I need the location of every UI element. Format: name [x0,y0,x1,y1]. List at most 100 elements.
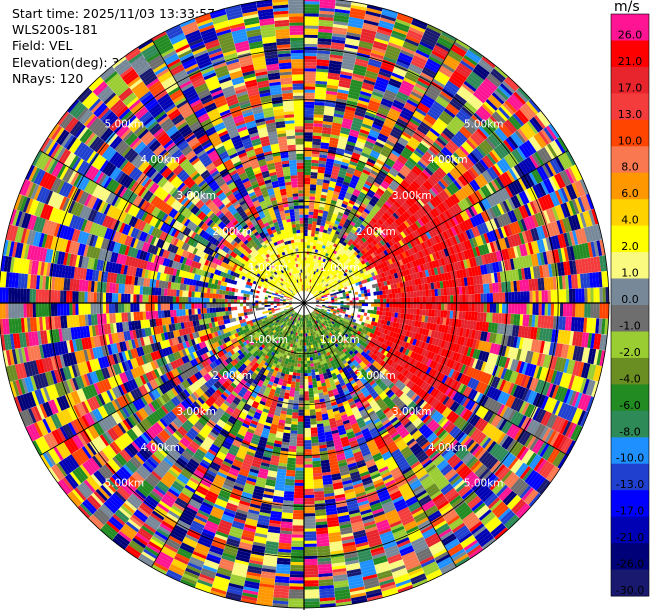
range-gate [354,231,360,237]
range-gate [325,96,337,102]
range-gate [372,181,381,188]
range-gate [330,134,340,139]
range-gate [385,311,389,317]
range-gate [333,113,344,118]
range-gate [330,259,335,264]
range-gate [390,167,399,175]
range-gate [316,279,319,283]
range-gate [397,139,407,147]
range-gate [431,289,435,297]
range-gate [424,91,437,101]
range-gate [366,192,374,199]
range-gate [311,283,314,287]
range-gate [380,100,392,108]
range-gate [361,28,377,35]
range-gate [553,289,558,303]
range-gate [352,73,365,80]
range-gate [308,208,314,212]
range-gate [320,145,329,150]
range-gate [312,261,315,265]
range-gate [371,167,381,174]
range-gate [351,76,364,82]
range-gate [423,32,439,42]
range-gate [312,248,316,253]
range-gate [416,296,420,303]
range-gate [322,272,326,276]
range-gate [404,74,418,83]
range-gate [304,74,316,78]
range-gate [325,93,337,99]
range-gate [322,127,332,132]
range-gate [339,77,352,83]
range-gate [474,303,478,312]
range-gate [322,124,332,129]
range-gate [319,7,335,12]
range-gate [304,123,314,127]
range-gate [323,266,328,270]
range-gate [569,303,573,317]
range-gate [403,104,416,113]
range-gate [341,65,354,71]
range-gate [317,44,331,49]
range-gate [327,78,340,84]
range-gate [344,46,358,53]
range-gate [401,297,405,303]
range-gate [444,303,448,311]
range-gate [341,161,350,167]
range-gate [304,141,313,145]
range-gate [340,127,351,133]
range-gate [502,292,506,303]
range-gate [547,303,551,316]
range-gate [366,7,382,15]
range-gate [395,61,410,69]
range-gate [360,312,365,316]
range-gate [342,213,349,219]
range-gate [321,136,331,141]
range-gate [368,155,378,162]
range-gate [327,240,332,245]
range-gate [373,40,388,48]
range-gate [389,152,399,160]
range-gate [364,163,374,170]
range-gate [508,303,512,314]
range-gate [316,59,330,64]
range-gate [357,180,365,187]
range-gate [338,83,351,89]
range-gate [311,264,315,268]
range-gate [329,137,339,142]
range-gate [334,220,340,225]
range-gate [307,229,312,234]
range-gate [315,74,328,79]
range-gate [327,72,341,77]
range-gate [364,296,368,300]
range-gate [324,105,335,111]
range-gate [367,135,378,142]
range-gate [346,307,350,311]
range-gate [386,86,399,94]
range-gate [372,147,382,154]
range-gate [391,288,395,294]
range-gate [314,108,325,112]
range-gate [323,179,330,184]
range-gate [309,202,315,206]
range-gate [331,196,338,202]
range-gate [345,218,352,224]
range-gate [358,308,362,312]
range-gate [319,277,322,281]
range-gate [388,307,393,313]
range-gate [305,266,308,270]
range-gate [347,241,352,247]
range-gate [332,27,348,32]
range-gate [354,186,363,192]
range-gate [421,35,437,45]
range-gate [599,303,603,319]
range-gate [474,293,478,303]
range-gate [364,143,374,150]
range-gate [304,199,310,203]
range-gate [321,188,328,193]
range-gate [308,211,314,215]
range-gate [379,290,383,295]
range-gate [356,102,368,109]
range-gate [432,78,445,88]
range-gate [334,14,350,20]
